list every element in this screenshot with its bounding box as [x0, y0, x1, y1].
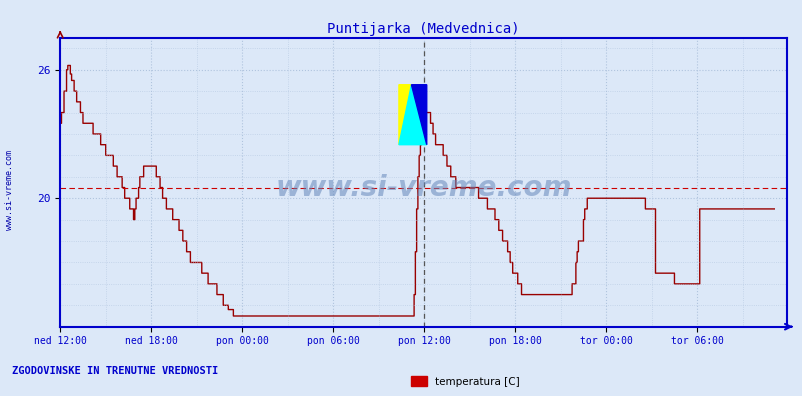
- Text: www.si-vreme.com: www.si-vreme.com: [5, 150, 14, 230]
- Text: ZGODOVINSKE IN TRENUTNE VREDNOSTI: ZGODOVINSKE IN TRENUTNE VREDNOSTI: [12, 366, 218, 376]
- Title: Puntijarka (Medvednica): Puntijarka (Medvednica): [327, 23, 519, 36]
- Legend: temperatura [C]: temperatura [C]: [407, 371, 524, 391]
- Polygon shape: [399, 85, 426, 145]
- Text: www.si-vreme.com: www.si-vreme.com: [275, 174, 571, 202]
- Polygon shape: [399, 85, 411, 145]
- Polygon shape: [411, 85, 426, 145]
